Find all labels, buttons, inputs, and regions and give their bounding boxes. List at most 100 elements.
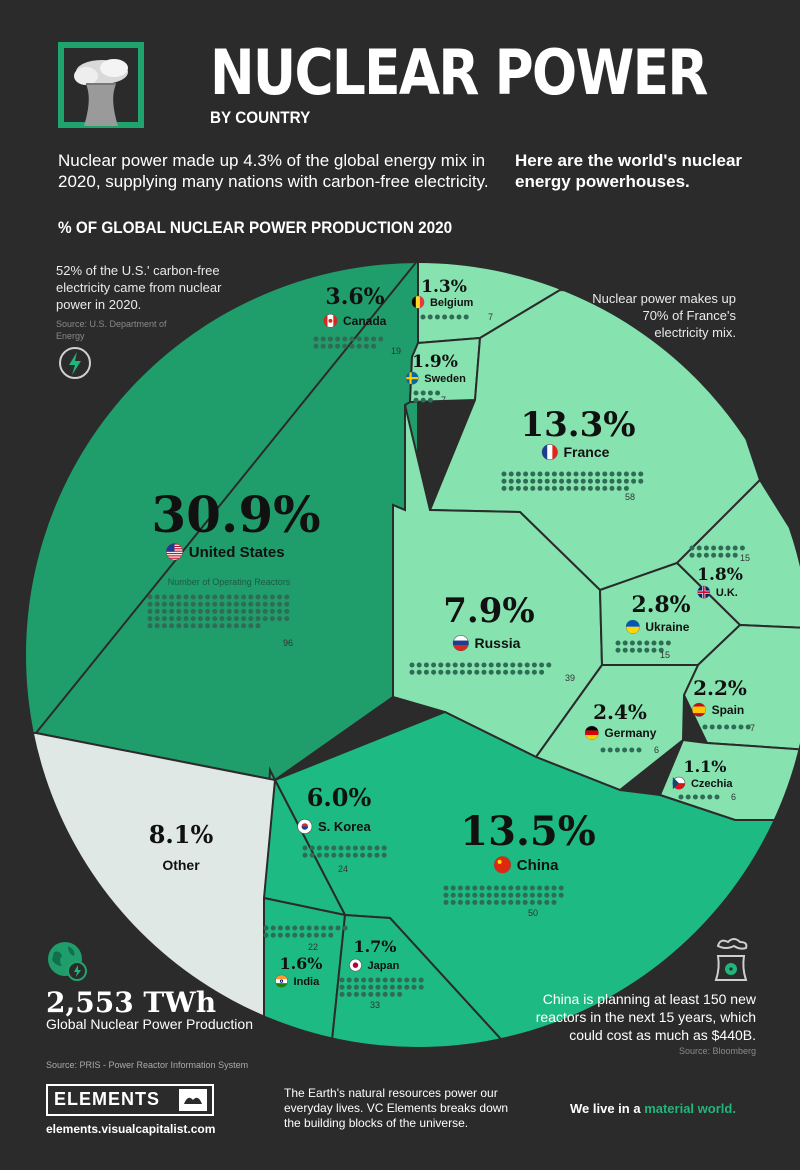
reactor-dot — [501, 471, 507, 477]
reactor-dot — [299, 925, 305, 931]
reactor-dot — [263, 932, 269, 938]
us-flag-icon — [165, 543, 184, 561]
pct-label-japan: 1.7% — [353, 937, 396, 956]
reactors-legend: Number of Operating Reactors — [168, 577, 291, 587]
country-label-belgium: Belgium — [430, 297, 474, 309]
reactor-dot — [413, 390, 419, 396]
reactor-dot — [416, 669, 422, 675]
reactor-dot — [524, 662, 530, 668]
reactor-dots-canada — [313, 336, 384, 349]
reactor-dot — [353, 991, 359, 997]
reactor-dot — [183, 594, 189, 600]
reactor-dot — [449, 314, 455, 320]
reactor-dot — [368, 977, 374, 983]
reactor-dot — [580, 485, 586, 491]
reactor-dot — [342, 343, 348, 349]
reactor-dot — [622, 647, 628, 653]
reactor-dot — [739, 545, 745, 551]
reactor-dot — [711, 552, 717, 558]
ukraine-flag-icon — [625, 619, 640, 634]
reactor-dot — [580, 478, 586, 484]
reactor-dot — [190, 594, 196, 600]
reactor-dot — [716, 724, 722, 730]
reactor-dot — [269, 594, 275, 600]
reactor-dot — [537, 885, 543, 891]
reactor-dot — [292, 932, 298, 938]
reactor-dot — [205, 616, 211, 622]
nuclear-plant-icon — [714, 938, 748, 981]
reactor-dot — [381, 845, 387, 851]
reactor-dot — [169, 623, 175, 629]
reactor-dot — [327, 336, 333, 342]
reactor-dot — [651, 640, 657, 646]
reactor-dot — [263, 925, 269, 931]
reactor-dot — [465, 892, 471, 898]
reactor-dot — [349, 336, 355, 342]
elements-brand: ELEMENTS — [54, 1089, 161, 1109]
reactor-dot — [161, 616, 167, 622]
reactor-dot — [368, 984, 374, 990]
reactor-dot — [714, 794, 720, 800]
reactor-dot — [508, 478, 514, 484]
reactor-dot — [523, 485, 529, 491]
reactor-dot — [456, 314, 462, 320]
reactor-dot — [360, 845, 366, 851]
reactor-dot — [503, 669, 509, 675]
pct-label-sweden: 1.9% — [412, 352, 458, 372]
reactor-dot — [219, 594, 225, 600]
reactor-dot — [233, 616, 239, 622]
reactor-dot — [434, 314, 440, 320]
reactor-dot — [529, 899, 535, 905]
reactor-dot — [262, 608, 268, 614]
reactor-dot — [147, 623, 153, 629]
reactor-dot — [368, 991, 374, 997]
czech-flag-icon — [672, 776, 686, 790]
reactor-dot — [658, 640, 664, 646]
reactor-dot — [481, 669, 487, 675]
reactor-dot — [233, 608, 239, 614]
reactor-dot — [176, 616, 182, 622]
reactor-dot — [517, 669, 523, 675]
reactor-dot — [559, 471, 565, 477]
footer-tagline: We live in a material world. — [570, 1101, 736, 1116]
reactor-dot — [397, 991, 403, 997]
reactor-dot — [551, 478, 557, 484]
elements-logo[interactable] — [46, 1084, 214, 1116]
reactor-dot — [427, 397, 433, 403]
reactor-dot — [277, 616, 283, 622]
reactor-dot — [361, 991, 367, 997]
reactor-dot — [356, 343, 362, 349]
reactor-dot — [161, 623, 167, 629]
reactor-dot — [523, 471, 529, 477]
reactor-dot — [531, 669, 537, 675]
pct-label-spain: 2.2% — [693, 676, 747, 700]
spain-flag-icon — [692, 702, 706, 717]
reactor-dot — [255, 601, 261, 607]
reactor-dot — [389, 977, 395, 983]
reactor-dot — [205, 594, 211, 600]
reactor-dots-ukraine — [615, 640, 671, 653]
reactor-dot — [700, 794, 706, 800]
reactor-dot — [481, 662, 487, 668]
reactor-dot — [544, 892, 550, 898]
reactor-dots-china — [443, 885, 564, 905]
reactor-dot — [616, 485, 622, 491]
reactor-dot — [479, 885, 485, 891]
country-label-canada: Canada — [343, 314, 387, 328]
reactor-dot — [522, 885, 528, 891]
reactor-dot — [544, 478, 550, 484]
reactor-dot — [277, 925, 283, 931]
reactor-dot — [515, 478, 521, 484]
reactor-dot — [724, 724, 730, 730]
reactor-dot — [479, 892, 485, 898]
reactor-dot — [644, 640, 650, 646]
reactor-dot — [537, 892, 543, 898]
reactor-dot — [353, 977, 359, 983]
reactor-count-belgium: 7 — [488, 312, 493, 322]
reactor-dot — [622, 747, 628, 753]
reactor-dots-sweden — [413, 390, 441, 403]
china-note-source: Source: Bloomberg — [678, 1046, 756, 1056]
reactor-dot — [523, 478, 529, 484]
footer-url[interactable]: elements.visualcapitalist.com — [46, 1122, 216, 1136]
reactor-dot — [361, 977, 367, 983]
